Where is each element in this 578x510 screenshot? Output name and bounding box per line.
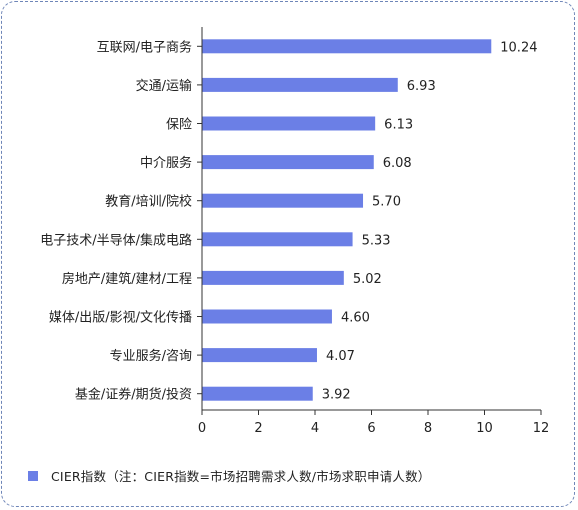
value-label: 5.02 <box>353 272 382 287</box>
bar <box>202 232 353 247</box>
bar <box>202 270 344 285</box>
value-label: 4.07 <box>326 349 355 364</box>
value-label: 5.33 <box>362 233 391 248</box>
x-tick-label: 6 <box>367 421 375 436</box>
bar <box>202 386 313 401</box>
bar <box>202 155 374 170</box>
value-label: 5.70 <box>372 195 401 210</box>
bar <box>202 77 398 92</box>
category-label: 媒体/出版/影视/文化传播 <box>49 311 192 326</box>
legend: CIER指数（注：CIER指数=市场招聘需求人数/市场求职申请人数） <box>28 466 430 485</box>
category-label: 互联网/电子商务 <box>97 39 192 55</box>
bar <box>202 193 364 208</box>
value-label: 3.92 <box>322 388 351 403</box>
x-tick-label: 0 <box>198 421 206 436</box>
category-label: 保险 <box>166 118 192 133</box>
legend-swatch <box>28 470 38 481</box>
x-tick-label: 4 <box>311 421 319 436</box>
x-tick-label: 10 <box>476 421 493 436</box>
category-label: 电子技术/半导体/集成电路 <box>40 232 192 248</box>
bar <box>202 309 332 324</box>
bar <box>202 116 376 131</box>
value-label: 6.93 <box>407 79 436 94</box>
value-label: 4.60 <box>341 311 370 326</box>
value-label: 6.08 <box>383 156 412 171</box>
category-label: 教育/培训/院校 <box>105 194 192 210</box>
x-tick-label: 2 <box>254 421 262 436</box>
category-label: 房地产/建筑/建材/工程 <box>62 271 192 287</box>
category-label: 中介服务 <box>140 155 192 171</box>
x-tick-label: 12 <box>533 421 550 436</box>
legend-label: CIER指数（注：CIER指数=市场招聘需求人数/市场求职申请人数） <box>51 469 431 484</box>
category-label: 专业服务/咨询 <box>110 348 192 364</box>
category-label: 交通/运输 <box>136 78 192 94</box>
x-tick-label: 8 <box>424 421 432 436</box>
value-label: 10.24 <box>500 40 537 55</box>
value-label: 6.13 <box>384 118 413 133</box>
bar <box>202 39 492 54</box>
category-label: 基金/证券/期货/投资 <box>75 387 192 403</box>
bar <box>202 348 317 363</box>
